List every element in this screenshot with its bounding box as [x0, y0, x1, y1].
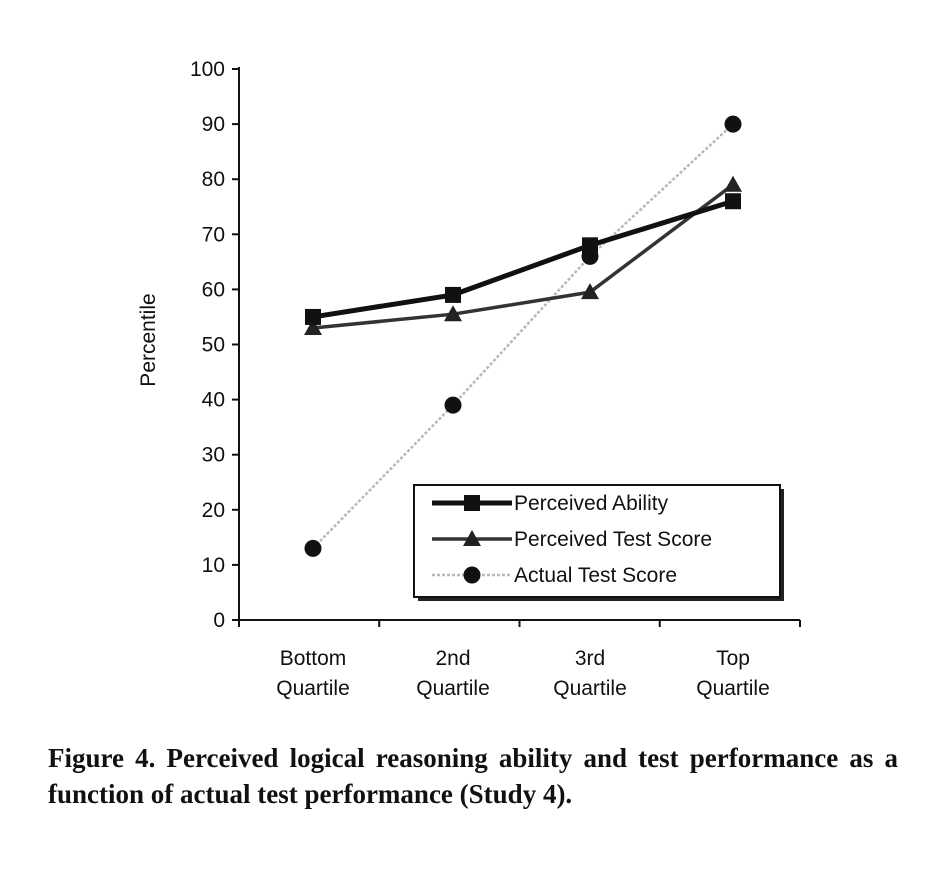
legend: Perceived Ability Perceived Test Score Act…: [413, 484, 784, 601]
data-point-triangle: [304, 318, 322, 335]
legend-marker-triangle: [463, 530, 481, 546]
y-tick-labels: 0 10 20 30 40 50 60 70 80 90 100: [190, 58, 225, 632]
line-chart: 0 10 20 30 40 50 60 70 80 90 100 Bottom Quartile 2nd…: [137, 58, 801, 700]
series-line-square: [312, 198, 734, 320]
axes: [232, 67, 801, 627]
y-tick-label: 40: [202, 389, 225, 412]
legend-label: Perceived Test Score: [514, 528, 712, 551]
legend-label: Actual Test Score: [514, 564, 677, 587]
y-tick-label: 90: [202, 113, 225, 136]
series-line-triangle: [312, 183, 735, 330]
data-point-triangle: [444, 305, 462, 322]
data-point-square: [725, 193, 741, 210]
data-point-circle: [444, 396, 462, 414]
series-layer: [304, 115, 742, 557]
y-tick-label: 50: [202, 334, 225, 357]
x-tick-label: Bottom Quartile: [276, 647, 350, 700]
series-line-circle: [312, 123, 734, 550]
data-point-triangle: [581, 283, 599, 300]
x-tick-labels: Bottom Quartile 2nd Quartile 3rd Quartile Top Q…: [276, 647, 770, 700]
x-tick-label: 3rd Quartile: [553, 647, 627, 700]
legend-marker-square: [464, 495, 480, 511]
data-point-square: [445, 286, 461, 303]
y-tick-label: 10: [202, 554, 225, 577]
x-tick-label: Top Quartile: [696, 647, 770, 700]
y-tick-label: 20: [202, 499, 225, 522]
y-tick-label: 60: [202, 278, 225, 301]
x-tick-label: 2nd Quartile: [416, 647, 490, 700]
figure-caption: Figure 4. Perceived logical reasoning ab…: [48, 743, 898, 809]
data-point-circle: [304, 539, 322, 557]
data-point-triangle: [724, 175, 742, 192]
y-tick-label: 70: [202, 223, 225, 246]
y-tick-label: 30: [202, 444, 225, 467]
y-tick-label: 0: [213, 609, 225, 632]
data-point-square: [305, 308, 321, 325]
y-tick-label: 100: [190, 58, 225, 81]
data-point-square: [582, 237, 598, 254]
y-tick-label: 80: [202, 168, 225, 191]
y-axis-title: Percentile: [137, 293, 160, 386]
data-point-circle: [724, 115, 742, 133]
legend-label: Perceived Ability: [514, 492, 669, 515]
legend-marker-circle: [463, 566, 481, 584]
